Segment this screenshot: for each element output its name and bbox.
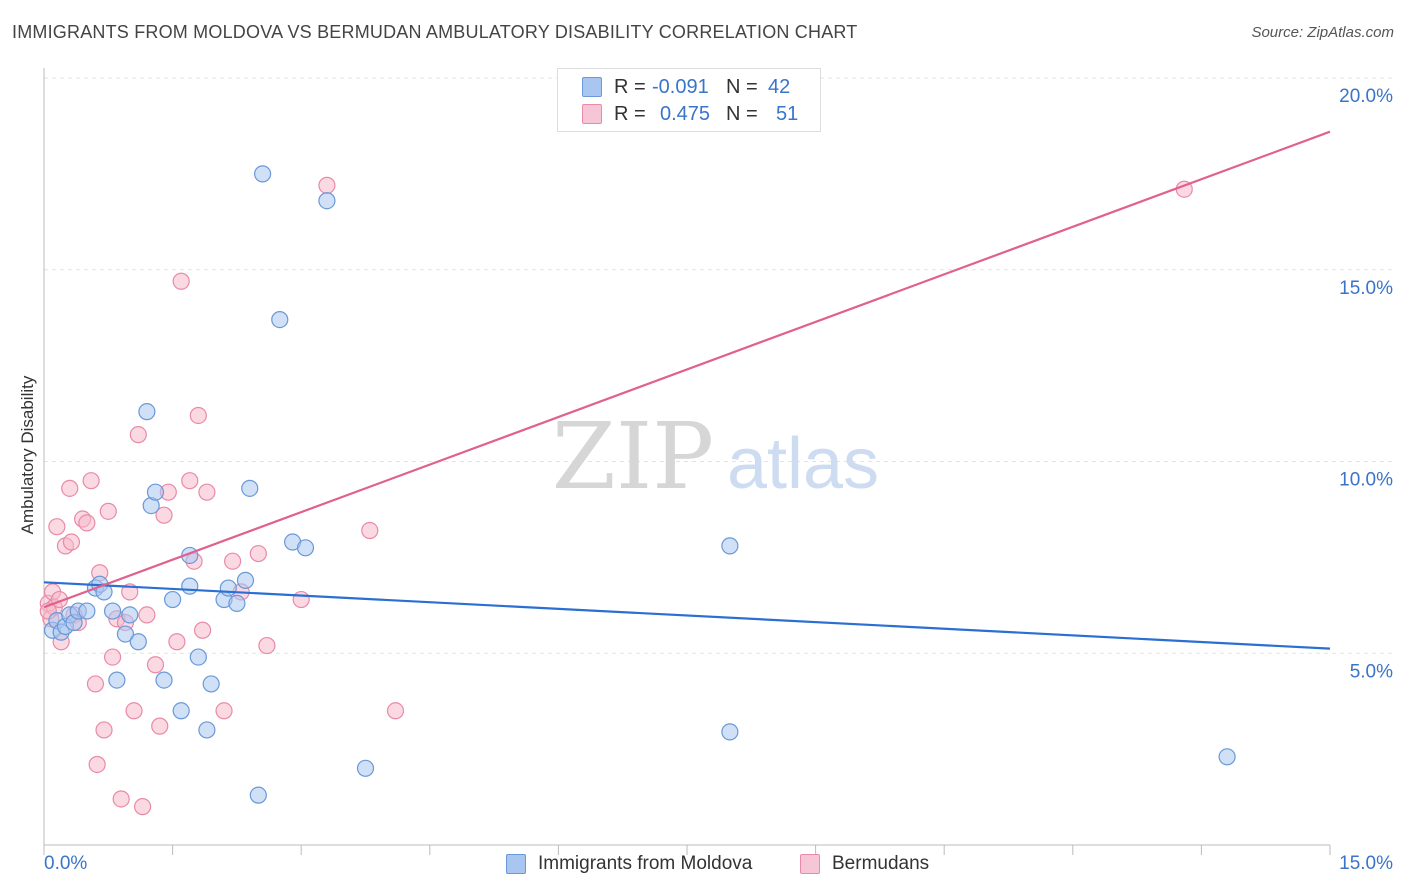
trend-lines	[43, 130, 1331, 650]
moldova-point	[356, 759, 375, 777]
bermudan-point	[181, 472, 199, 490]
bermudan-point	[224, 552, 242, 570]
bermudan-point	[129, 426, 147, 444]
bermudan-point	[95, 721, 113, 739]
bermudan-point	[48, 518, 66, 536]
moldova-point	[271, 311, 289, 329]
moldova-point	[155, 671, 173, 689]
bermudan-swatch	[582, 104, 602, 124]
legend-r-value: -0.091	[652, 75, 709, 98]
bermudan-point	[292, 590, 310, 609]
bermudan-point	[198, 483, 216, 501]
source-credit: Source: ZipAtlas.com	[1251, 24, 1394, 41]
bermudan-point	[168, 633, 186, 651]
bermudan-trend-line	[43, 130, 1331, 609]
bermudan-point	[62, 533, 81, 551]
moldova-trend-line	[43, 581, 1331, 650]
bermudan-point	[146, 656, 165, 674]
bottom-legend-moldova: Immigrants from Moldova	[506, 852, 752, 876]
bottom-legend-moldova-label: Immigrants from Moldova	[538, 853, 753, 874]
legend-r-label: R =	[614, 102, 646, 125]
x-tick-label-min: 0.0%	[44, 853, 87, 874]
moldova-swatch	[582, 77, 602, 97]
moldova-point	[254, 165, 272, 183]
moldova-point	[241, 479, 259, 497]
bermudan-point	[133, 798, 152, 816]
moldova-point	[108, 671, 126, 689]
moldova-point	[129, 633, 147, 651]
moldova-point	[228, 594, 246, 612]
watermark-atlas: atlas	[727, 424, 879, 504]
bermudan-point	[194, 621, 212, 639]
bermudan-point	[61, 479, 79, 497]
moldova-point	[172, 702, 190, 720]
bermudan-point	[155, 506, 173, 524]
y-tick-label: 15.0%	[1339, 278, 1393, 299]
moldova-point	[103, 602, 122, 620]
y-tick-label: 20.0%	[1339, 86, 1393, 107]
bottom-legend-bermudan: Bermudans	[800, 852, 929, 876]
moldova-point	[198, 721, 216, 739]
x-tick-label-max: 15.0%	[1339, 853, 1393, 874]
bermudan-point	[86, 675, 105, 693]
bermudan-point	[82, 472, 100, 490]
legend-n-value: 42	[768, 75, 791, 98]
moldova-point	[181, 577, 199, 595]
bermudan-point	[78, 514, 96, 532]
moldova-swatch	[506, 854, 526, 874]
axes	[43, 68, 1331, 855]
bermudan-point	[386, 702, 405, 720]
moldova-point	[138, 403, 156, 421]
moldova-point	[721, 537, 739, 555]
grid-lines	[44, 77, 1392, 654]
bermudan-point	[249, 544, 267, 563]
moldova-point	[78, 602, 96, 620]
moldova-point	[146, 483, 165, 501]
bermudan-point	[318, 176, 336, 194]
legend-n-value: 51	[776, 102, 799, 125]
moldova-point	[189, 648, 207, 666]
moldova-point	[721, 723, 739, 741]
bermudan-point	[125, 702, 143, 720]
y-tick-label: 10.0%	[1339, 470, 1393, 491]
legend-r-label: R =	[614, 75, 646, 98]
tick-labels: 5.0% 10.0% 15.0% 20.0% 0.0% 15.0%	[44, 86, 1393, 874]
bottom-legend-bermudan-label: Bermudans	[832, 853, 930, 874]
bermudan-point	[138, 606, 156, 624]
legend-row-bermudan: R = 0.475 N = 51	[582, 101, 798, 127]
moldova-point	[164, 590, 182, 609]
legend-n-label: N =	[726, 75, 758, 98]
bermudan-swatch	[800, 854, 820, 874]
chart-title: IMMIGRANTS FROM MOLDOVA VS BERMUDAN AMBU…	[12, 22, 858, 42]
bermudan-point	[88, 755, 106, 774]
bermudan-point	[112, 790, 130, 808]
bermudan-point	[189, 406, 207, 425]
moldova-point	[296, 539, 315, 557]
bermudan-point	[103, 648, 122, 666]
legend-r-value: 0.475	[660, 102, 711, 125]
stats-legend: R = -0.091 N = 42 R = 0.475 N = 51	[557, 68, 821, 132]
bermudan-point	[215, 702, 233, 720]
watermark: ZIP atlas	[552, 403, 879, 510]
moldova-point	[121, 606, 139, 624]
bermudan-point	[361, 521, 379, 540]
moldova-point	[249, 786, 267, 804]
y-tick-label: 5.0%	[1350, 661, 1393, 682]
moldova-point	[202, 675, 220, 693]
moldova-point	[116, 625, 135, 643]
moldova-point	[236, 571, 255, 589]
bermudan-point	[258, 636, 276, 655]
bermudan-point	[99, 502, 117, 520]
moldova-point	[318, 192, 336, 210]
legend-n-label: N =	[726, 102, 758, 125]
moldova-point	[219, 579, 237, 597]
bermudan-point	[151, 717, 169, 735]
watermark-zip: ZIP	[552, 403, 714, 510]
legend-row-moldova: R = -0.091 N = 42	[582, 74, 790, 100]
moldova-point	[1218, 748, 1236, 766]
bermudan-point	[172, 272, 190, 290]
